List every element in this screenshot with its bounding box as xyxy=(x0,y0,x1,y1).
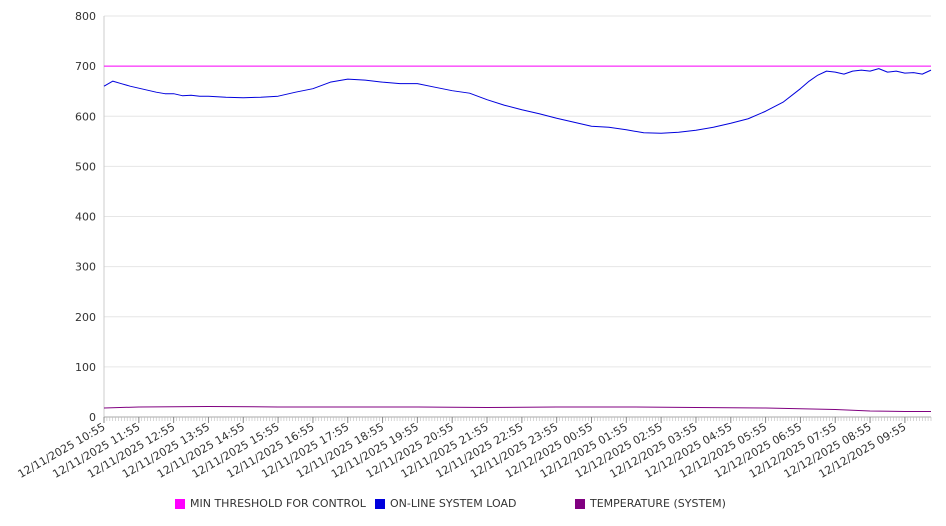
y-tick-label-0: 0 xyxy=(89,411,96,424)
series-line-on-line-system-load xyxy=(103,68,932,134)
y-tick-label-300: 300 xyxy=(75,261,96,274)
y-tick-label-100: 100 xyxy=(75,361,96,374)
legend-swatch-threshold xyxy=(175,498,185,509)
y-tick-label-400: 400 xyxy=(75,211,96,224)
y-tick-label-200: 200 xyxy=(75,311,96,324)
y-tick-label-800: 800 xyxy=(75,10,96,23)
series-line-temperature-system xyxy=(103,405,931,412)
legend-item-temperature[interactable]: TEMPERATURE (SYSTEM) xyxy=(575,497,726,510)
legend-item-system-load[interactable]: ON-LINE SYSTEM LOAD xyxy=(375,497,516,510)
legend-item-threshold[interactable]: MIN THRESHOLD FOR CONTROL xyxy=(175,497,366,510)
gridlines xyxy=(104,15,931,368)
y-axis-ticks: 0 100 200 300 400 500 600 700 800 xyxy=(75,10,96,424)
legend-label-system-load: ON-LINE SYSTEM LOAD xyxy=(390,497,517,510)
y-tick-label-600: 600 xyxy=(75,110,96,123)
y-tick-label-500: 500 xyxy=(75,160,96,173)
legend: MIN THRESHOLD FOR CONTROL ON-LINE SYSTEM… xyxy=(0,497,946,517)
series-lines xyxy=(103,65,932,412)
axes xyxy=(103,16,932,421)
legend-label-temperature: TEMPERATURE (SYSTEM) xyxy=(590,497,726,510)
legend-label-threshold: MIN THRESHOLD FOR CONTROL xyxy=(190,497,366,510)
y-tick-label-700: 700 xyxy=(75,60,96,73)
legend-swatch-temperature xyxy=(575,498,585,509)
legend-swatch-system-load xyxy=(375,498,385,509)
